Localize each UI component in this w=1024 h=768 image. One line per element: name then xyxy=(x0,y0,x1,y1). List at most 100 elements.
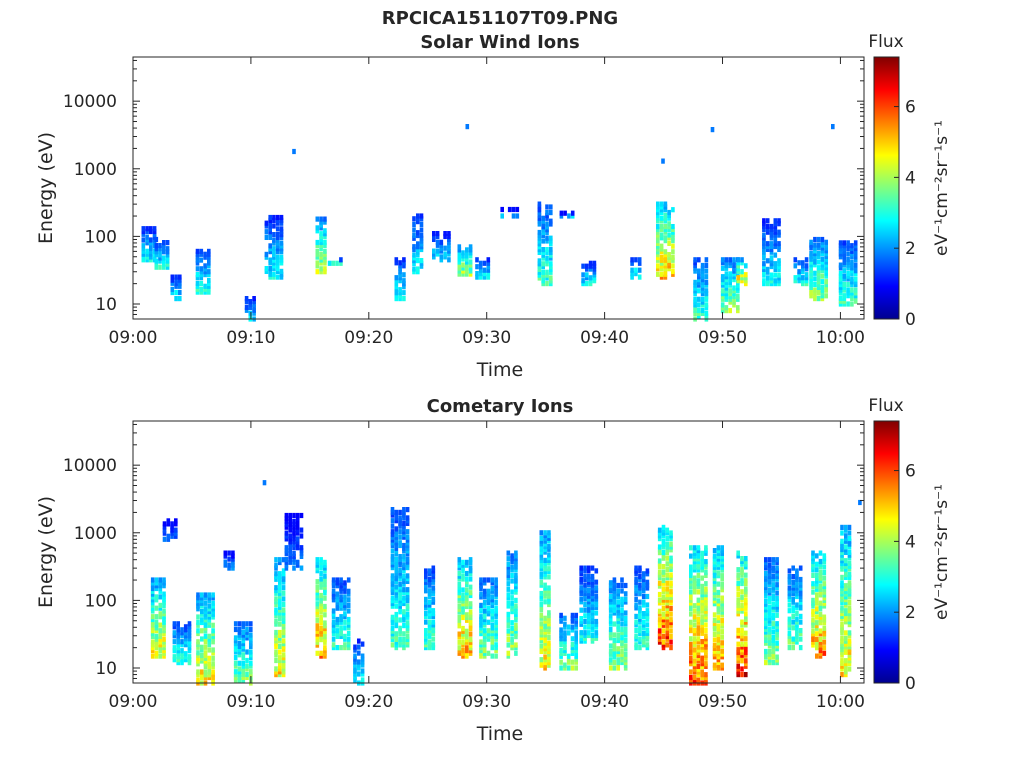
flux-cell xyxy=(700,605,704,612)
flux-cell xyxy=(162,616,166,623)
flux-cell xyxy=(840,649,844,655)
flux-cell xyxy=(840,594,844,600)
flux-cell xyxy=(816,282,821,288)
flux-cell xyxy=(457,631,462,637)
flux-cell xyxy=(732,277,736,283)
flux-cell xyxy=(641,579,646,585)
flux-cell xyxy=(486,619,491,625)
flux-cell xyxy=(490,611,495,617)
flux-cell xyxy=(237,666,242,672)
flux-cell xyxy=(710,127,715,133)
flux-cell xyxy=(692,564,697,570)
flux-cell xyxy=(592,263,597,269)
flux-cell xyxy=(844,597,848,603)
flux-cell xyxy=(798,602,803,608)
y-tick-label: 100 xyxy=(85,591,117,611)
flux-cell xyxy=(479,583,483,589)
flux-cell xyxy=(704,274,709,280)
flux-cell xyxy=(773,281,778,287)
flux-cell xyxy=(539,544,544,550)
flux-cell xyxy=(196,603,200,609)
flux-cell xyxy=(809,253,813,259)
flux-cell xyxy=(398,584,402,590)
flux-cell xyxy=(612,648,617,655)
flux-cell xyxy=(795,579,799,585)
flux-cell xyxy=(278,643,282,650)
flux-cell xyxy=(424,645,428,651)
flux-cell xyxy=(506,650,511,656)
flux-cell xyxy=(847,555,852,561)
flux-cell xyxy=(574,621,578,627)
flux-cell xyxy=(771,640,776,646)
flux-cell xyxy=(241,624,246,630)
flux-cell xyxy=(539,643,544,649)
flux-cell xyxy=(840,538,844,544)
spectrogram-data xyxy=(150,480,862,686)
flux-cell xyxy=(574,624,578,630)
flux-cell xyxy=(815,625,819,631)
flux-cell xyxy=(590,607,595,613)
flux-cell xyxy=(592,275,597,281)
flux-cell xyxy=(736,257,740,263)
flux-cell xyxy=(656,243,660,249)
flux-cell xyxy=(765,223,770,230)
flux-cell xyxy=(150,622,155,628)
flux-cell xyxy=(815,645,819,651)
flux-cell xyxy=(559,653,563,659)
flux-cell xyxy=(732,296,736,302)
flux-cell xyxy=(284,530,289,536)
flux-cell xyxy=(211,674,215,681)
flux-cell xyxy=(661,569,666,575)
flux-cell xyxy=(771,582,776,588)
flux-cell xyxy=(402,281,406,287)
flux-cell xyxy=(514,625,518,631)
flux-cell xyxy=(700,586,704,592)
flux-cell xyxy=(424,602,428,608)
flux-cell xyxy=(693,288,697,294)
flux-cell xyxy=(207,283,211,289)
flux-cell xyxy=(158,602,163,608)
flux-cell xyxy=(818,592,823,598)
flux-cell xyxy=(720,550,724,556)
flux-cell xyxy=(494,588,498,594)
flux-cell xyxy=(541,275,545,281)
flux-cell xyxy=(847,619,852,625)
flux-cell xyxy=(158,633,163,639)
flux-cell xyxy=(720,651,724,657)
flux-cell xyxy=(840,552,844,558)
flux-cell xyxy=(475,257,479,263)
flux-cell xyxy=(490,588,495,594)
flux-cell xyxy=(319,603,323,610)
flux-cell xyxy=(840,652,844,658)
flux-cell xyxy=(634,571,638,577)
flux-cell xyxy=(249,626,253,633)
flux-cell xyxy=(398,263,402,269)
flux-cell xyxy=(661,544,666,550)
flux-cell xyxy=(563,210,567,216)
flux-cell xyxy=(281,669,286,675)
flux-cell xyxy=(292,565,296,571)
flux-cell xyxy=(299,565,304,571)
flux-cell xyxy=(494,591,498,597)
flux-cell xyxy=(233,635,238,641)
flux-cell xyxy=(323,628,327,634)
flux-cell xyxy=(537,269,542,275)
flux-cell xyxy=(712,567,717,573)
flux-cell xyxy=(447,233,451,240)
flux-cell xyxy=(275,226,280,232)
flux-cell xyxy=(712,662,717,668)
flux-cell xyxy=(211,663,215,670)
flux-cell xyxy=(696,564,701,570)
flux-cell xyxy=(539,646,544,652)
flux-cell xyxy=(740,594,744,600)
flux-cell xyxy=(769,232,774,238)
flux-cell xyxy=(412,269,416,275)
flux-cell xyxy=(847,541,852,547)
flux-cell xyxy=(545,269,549,275)
flux-cell xyxy=(196,606,200,612)
flux-cell xyxy=(468,609,473,615)
flux-cell xyxy=(479,577,483,583)
flux-cell xyxy=(457,256,462,262)
flux-cell xyxy=(736,260,740,266)
axes: 09:00 09:10 09:20 09:30 09:40 09:50 10:0010100… xyxy=(63,421,865,712)
